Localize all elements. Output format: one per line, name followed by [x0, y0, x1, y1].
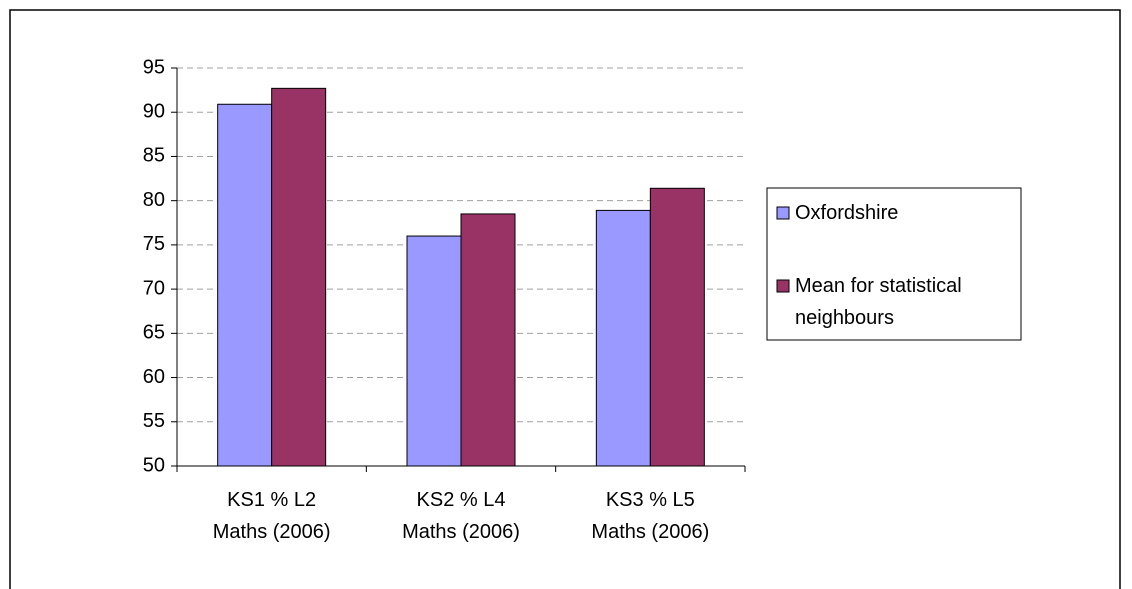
- legend-label: Oxfordshire: [795, 202, 899, 224]
- y-tick-label: 65: [143, 322, 165, 344]
- bar: [649, 187, 705, 467]
- y-tick-label: 80: [143, 189, 165, 211]
- legend-box: [766, 187, 1022, 341]
- y-tick-label: 50: [143, 454, 165, 476]
- bar: [406, 235, 462, 467]
- y-tick-label: 95: [143, 56, 165, 78]
- y-tick-label: 90: [143, 101, 165, 123]
- legend-swatch: [776, 206, 790, 220]
- bar: [271, 87, 327, 467]
- y-tick-label: 60: [143, 366, 165, 388]
- y-tick-label: 75: [143, 233, 165, 255]
- legend-swatch: [776, 279, 790, 293]
- x-tick-label: KS1 % L2 Maths (2006): [212, 489, 331, 543]
- y-tick-label: 70: [143, 277, 165, 299]
- x-tick-label: KS3 % L5 Maths (2006): [591, 489, 710, 543]
- x-tick-label: KS2 % L4 Maths (2006): [402, 489, 520, 543]
- bar: [460, 213, 516, 467]
- bar: [217, 103, 273, 467]
- y-tick-label: 55: [143, 410, 165, 432]
- y-tick-label: 85: [143, 145, 165, 167]
- bar: [595, 209, 651, 467]
- chart-border: [9, 9, 1121, 589]
- legend-label: Mean for statistical neighbours: [795, 275, 962, 329]
